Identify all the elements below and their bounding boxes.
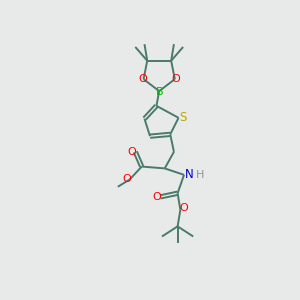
Text: H: H bbox=[196, 170, 204, 180]
Text: B: B bbox=[155, 87, 163, 97]
Text: O: O bbox=[123, 173, 131, 184]
Text: O: O bbox=[152, 192, 161, 202]
Text: O: O bbox=[127, 147, 136, 157]
Text: S: S bbox=[179, 111, 187, 124]
Text: O: O bbox=[138, 74, 147, 84]
Text: O: O bbox=[171, 74, 180, 84]
Text: O: O bbox=[180, 203, 188, 213]
Text: N: N bbox=[185, 168, 194, 181]
